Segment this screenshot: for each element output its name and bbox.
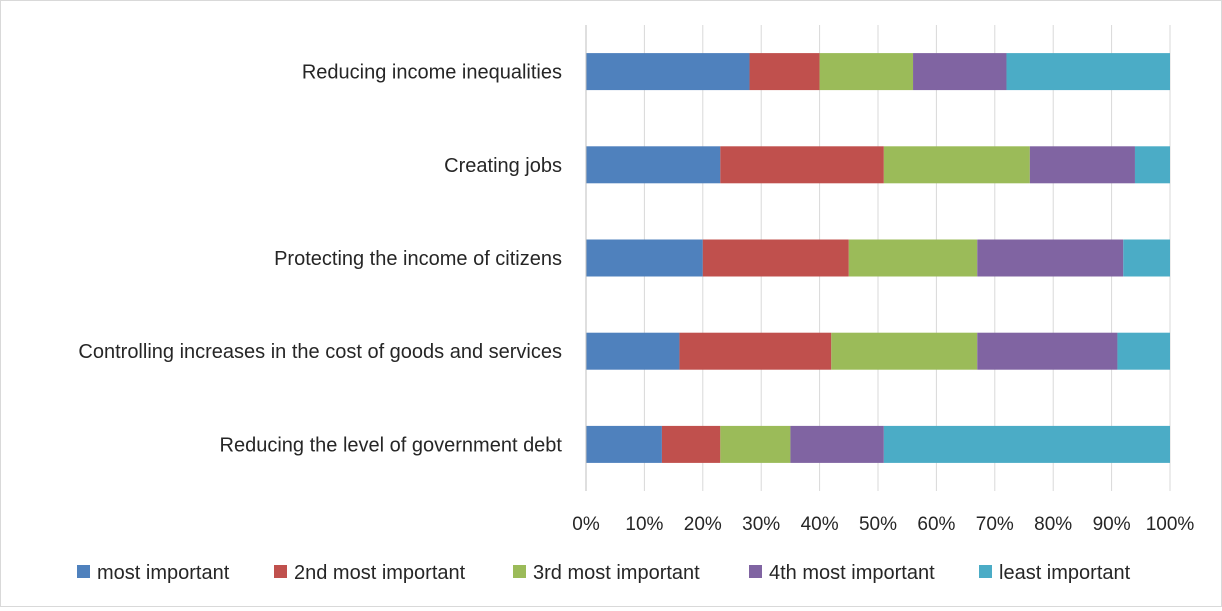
- bar-segment: [749, 53, 820, 91]
- legend-swatch: [77, 565, 90, 578]
- bar-segment: [1006, 53, 1170, 91]
- bar-segment: [586, 332, 680, 370]
- x-tick-label: 90%: [1093, 514, 1131, 535]
- bar-segment: [1134, 146, 1170, 184]
- bar-segment: [831, 332, 978, 370]
- bar-segment: [679, 332, 832, 370]
- x-tick-label: 0%: [572, 514, 600, 535]
- bar-segment: [883, 146, 1030, 184]
- bar-segment: [720, 146, 884, 184]
- x-tick-label: 70%: [976, 514, 1014, 535]
- category-label: Protecting the income of citizens: [274, 248, 562, 270]
- legend-swatch: [749, 565, 762, 578]
- x-tick-label: 40%: [801, 514, 839, 535]
- bar-segment: [702, 239, 849, 277]
- bar-segment: [790, 425, 884, 463]
- bars: [586, 53, 1170, 463]
- x-tick-label: 30%: [742, 514, 780, 535]
- bar-segment: [977, 239, 1124, 277]
- legend-swatch: [274, 565, 287, 578]
- category-labels: Reducing income inequalities Creating job…: [78, 62, 562, 457]
- x-tick-labels: 0% 10% 20% 30% 40% 50% 60% 70% 80% 90% 100%: [572, 514, 1194, 535]
- bar-segment: [661, 425, 721, 463]
- category-label: Reducing the level of government debt: [220, 434, 563, 456]
- bar-segment: [586, 239, 703, 277]
- category-label: Reducing income inequalities: [302, 62, 562, 84]
- bar-segment: [1123, 239, 1170, 277]
- x-tick-label: 10%: [625, 514, 663, 535]
- legend-label: 2nd most important: [294, 562, 466, 584]
- x-tick-label: 20%: [684, 514, 722, 535]
- bar-segment: [883, 425, 1170, 463]
- x-tick-label: 50%: [859, 514, 897, 535]
- bar-segment: [848, 239, 978, 277]
- legend-label: 4th most important: [769, 562, 935, 584]
- x-tick-label: 100%: [1146, 514, 1195, 535]
- bar-segment: [586, 53, 750, 91]
- x-tick-label: 60%: [917, 514, 955, 535]
- category-label: Controlling increases in the cost of goo…: [78, 341, 562, 363]
- legend-label: least important: [999, 562, 1131, 584]
- bar-segment: [586, 146, 721, 184]
- legend: most important 2nd most important 3rd most…: [77, 562, 1131, 584]
- legend-label: most important: [97, 562, 230, 584]
- legend-swatch: [513, 565, 526, 578]
- bar-segment: [819, 53, 914, 91]
- x-tick-label: 80%: [1034, 514, 1072, 535]
- bar-segment: [1029, 146, 1135, 184]
- bar-segment: [977, 332, 1118, 370]
- legend-swatch: [979, 565, 992, 578]
- legend-label: 3rd most important: [533, 562, 700, 584]
- bar-segment: [720, 425, 791, 463]
- category-label: Creating jobs: [444, 155, 562, 177]
- bar-segment: [913, 53, 1007, 91]
- bar-segment: [1117, 332, 1170, 370]
- bar-segment: [586, 425, 662, 463]
